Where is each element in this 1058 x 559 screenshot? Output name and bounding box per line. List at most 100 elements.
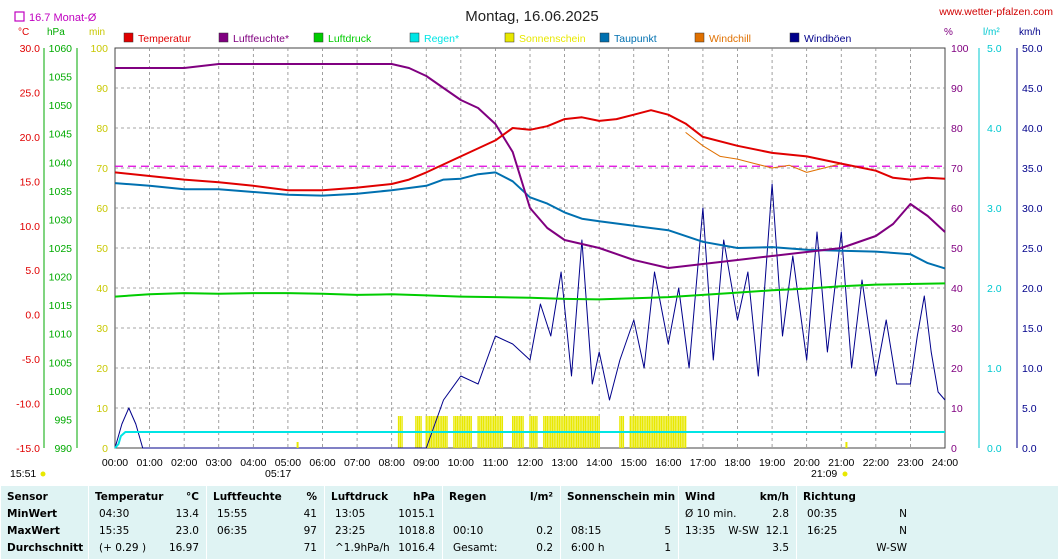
table-row-label: Durchschnitt: [1, 540, 89, 556]
cell-value: 3.5: [772, 542, 789, 554]
x-tick-label: 07:00: [344, 457, 370, 469]
temperature-tick: 30.0: [20, 43, 41, 55]
pressure-tick: 1015: [49, 300, 73, 312]
legend-label: Luftfeuchte*: [233, 33, 289, 45]
legend-label: Sonnenschein: [519, 33, 586, 45]
sunset-time: 21:09: [811, 468, 837, 480]
humidity-tick: 30: [951, 323, 963, 335]
rain-tick: 1.0: [987, 363, 1002, 375]
pressure-tick: 1055: [49, 72, 73, 84]
cell-direction: W-SW: [728, 525, 759, 537]
cell-time: 04:30: [99, 508, 130, 520]
table-header-label: Richtung: [803, 491, 856, 503]
table-row: 23:25 1018.8: [325, 523, 443, 539]
chart-title: Montag, 16.06.2025: [465, 8, 598, 25]
wind-tick: 5.0: [1022, 403, 1037, 415]
cell-time: 00:35: [807, 508, 838, 520]
legend-swatch: [313, 32, 324, 43]
wind-tick: 35.0: [1022, 163, 1043, 175]
chart-plot-area: [114, 63, 946, 449]
unit-celsius: °C: [18, 27, 29, 38]
table-column: Sensor MinWert MaxWert Durchschnitt: [0, 486, 89, 559]
rain-tick: 5.0: [987, 43, 1002, 55]
chart-axes: 00:00 01:00 02:00 03:00 04:00 05:00 06:00 07:00…: [16, 43, 1043, 469]
table-row-label: MaxWert: [1, 523, 89, 539]
table-row: (+ 0.29 ) 16.97: [89, 540, 207, 556]
table-header-unit: l/m²: [530, 491, 553, 503]
sunshine-tick: 30: [96, 323, 108, 335]
temperature-tick: 5.0: [25, 265, 40, 277]
humidity-tick: 20: [951, 363, 963, 375]
table-row: Ø 10 min. 2.8: [679, 506, 797, 522]
unit-rain: l/m²: [983, 27, 1000, 38]
rain-tick: 2.0: [987, 283, 1002, 295]
series-regen: [114, 431, 945, 449]
table-column: Richtung 00:35 N 16:25 N W-SW: [796, 486, 915, 559]
temperature-tick: 20.0: [20, 132, 41, 144]
current-time: 15:51: [10, 468, 36, 480]
table-header-label: Wind: [685, 491, 716, 503]
wind-tick: 50.0: [1022, 43, 1043, 55]
temperature-tick: 15.0: [20, 176, 41, 188]
x-tick-label: 24:00: [932, 457, 958, 469]
x-tick-label: 17:00: [690, 457, 716, 469]
legend-swatch: [789, 32, 800, 43]
series-windchill: [685, 132, 842, 173]
cell-time: (+ 0.29 ): [99, 542, 147, 554]
cell-value: 1: [664, 542, 671, 554]
cell-time: 13:35: [685, 525, 716, 537]
cell-time: 15:55: [217, 508, 248, 520]
table-column: Luftdruck hPa 13:05 1015.1 23:25 1018.8 ^1.9hP…: [324, 486, 443, 559]
cell-value: 0.2: [536, 525, 553, 537]
table-header-label: Sonnenschein min: [567, 491, 676, 503]
unit-wind: km/h: [1019, 27, 1041, 38]
cell-time: 15:35: [99, 525, 130, 537]
table-row: 6:00 h 1: [561, 540, 679, 556]
table-row: W-SW: [797, 540, 915, 556]
unit-min: min: [89, 27, 105, 38]
legend-label: Temperatur: [138, 33, 192, 45]
cell-time: ^1.9hPa/h: [335, 542, 390, 554]
x-tick-label: 21:00: [828, 457, 854, 469]
humidity-tick: 10: [951, 403, 963, 415]
cell-time: Ø 10 min.: [685, 508, 737, 520]
series-luftfeuchte: [115, 63, 946, 269]
humidity-tick: 0: [951, 443, 957, 455]
x-tick-label: 11:00: [483, 457, 509, 469]
table-header-unit: %: [306, 491, 317, 503]
x-tick-label: 05:00: [275, 457, 301, 469]
sunshine-tick: 20: [96, 363, 108, 375]
cell-value: 5: [664, 525, 671, 537]
cell-time: 13:05: [335, 508, 366, 520]
rain-tick: 3.0: [987, 203, 1002, 215]
cell-value: 16.97: [168, 542, 199, 554]
pressure-tick: 1000: [49, 386, 73, 398]
wind-tick: 30.0: [1022, 203, 1043, 215]
table-row: [561, 506, 679, 522]
series-luftdruck: [114, 282, 946, 301]
sunshine-tick: 70: [96, 163, 108, 175]
sunshine-tick: 50: [96, 243, 108, 255]
x-tick-label: 00:00: [102, 457, 128, 469]
cell-time: 23:25: [335, 525, 366, 537]
table-row: 15:35 23.0: [89, 523, 207, 539]
pressure-tick: 1035: [49, 186, 73, 198]
sunset-icon: [842, 471, 848, 477]
cell-time: 16:25: [807, 525, 838, 537]
pressure-tick: 990: [54, 443, 72, 455]
x-tick-label: 09:00: [413, 457, 439, 469]
pressure-tick: 1020: [49, 272, 73, 284]
table-column: Regen l/m² 00:10 0.2 Gesamt: 0.2: [442, 486, 561, 559]
x-tick-label: 22:00: [863, 457, 889, 469]
cell-value: 1018.8: [398, 525, 435, 537]
row-label: Durchschnitt: [7, 542, 84, 554]
sun-icon: [40, 471, 46, 477]
temperature-tick: 25.0: [20, 87, 41, 99]
x-tick-label: 15:00: [621, 457, 647, 469]
month-avg-icon: [14, 11, 25, 22]
sunshine-tick: 90: [96, 83, 108, 95]
table-header-unit: °C: [186, 491, 199, 503]
cell-value: N: [899, 508, 907, 520]
x-tick-label: 10:00: [448, 457, 474, 469]
row-label: MaxWert: [7, 525, 60, 537]
